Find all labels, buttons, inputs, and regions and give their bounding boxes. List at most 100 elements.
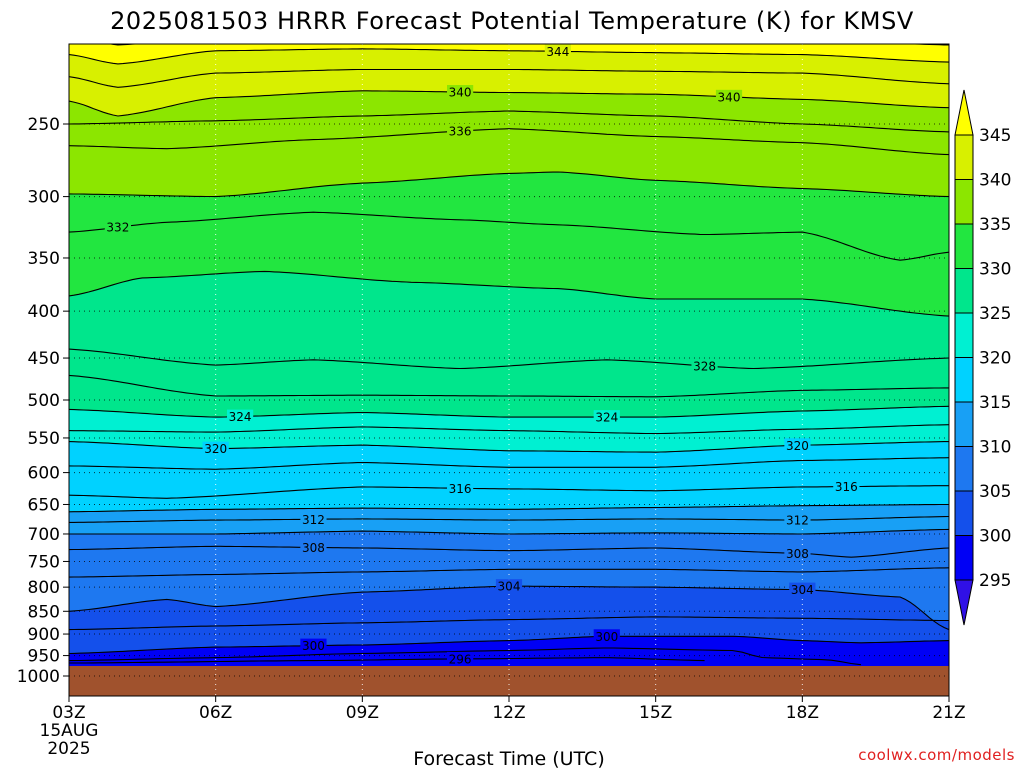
- isentrope-332: [69, 211, 949, 261]
- isentrope-322: [69, 424, 949, 435]
- y-tick-label-350: 350: [28, 249, 60, 269]
- contour-label-bg-296: [447, 651, 474, 665]
- x-tick-label-15Z: 15Z: [639, 703, 672, 723]
- colorbar-label-320: 320: [979, 349, 1011, 369]
- y-tick-label-950: 950: [28, 647, 60, 667]
- y-tick-label-800: 800: [28, 578, 60, 598]
- y-tick-label-650: 650: [28, 495, 60, 515]
- isentrope-338: [69, 110, 949, 133]
- y-tick-label-700: 700: [28, 525, 60, 545]
- contour-label-344: 344: [546, 45, 569, 59]
- contour-label-bg-304: [495, 579, 523, 593]
- contour-label-316: 316: [449, 482, 472, 496]
- contour-label-300: 300: [302, 639, 325, 653]
- contour-label-bg-308: [784, 546, 811, 560]
- contour-label-332: 332: [106, 221, 129, 235]
- colorbar-label-325: 325: [979, 304, 1011, 324]
- isentrope-328: [69, 348, 949, 370]
- colorbar-label-310: 310: [979, 438, 1011, 458]
- fill-pocket-theta-296: [69, 657, 705, 666]
- contour-label-308: 308: [786, 547, 809, 561]
- colorbar-label-300: 300: [979, 527, 1011, 547]
- contour-label-bg-308: [300, 540, 327, 554]
- time-axis: 03Z 06Z 09Z 12Z 15Z 18Z 21Z: [52, 696, 966, 723]
- isentrope-334: [69, 171, 949, 198]
- colorbar-segment-325: [954, 268, 974, 314]
- x-tick-label-21Z: 21Z: [932, 703, 965, 723]
- y-tick-label-500: 500: [28, 391, 60, 411]
- x-tick-label-06Z: 06Z: [199, 703, 232, 723]
- contour-label-296: 296: [449, 652, 472, 666]
- y-tick-label-850: 850: [28, 602, 60, 622]
- contour-label-340: 340: [449, 86, 472, 100]
- y-tick-label-450: 450: [28, 349, 60, 369]
- isentrope-310: [69, 528, 949, 535]
- colorbar-segment-315: [954, 357, 974, 403]
- y-tick-label-400: 400: [28, 302, 60, 322]
- x-axis-label: Forecast Time (UTC): [413, 748, 604, 768]
- y-tick-label-300: 300: [28, 188, 60, 208]
- isentrope-326: [69, 374, 949, 398]
- site-credit: coolwx.com/models: [858, 746, 1015, 764]
- contour-label-316: 316: [835, 480, 858, 494]
- contour-label-bg-320: [784, 438, 811, 452]
- colorbar-segment-340: [954, 134, 974, 180]
- colorbar-label-295: 295: [979, 571, 1011, 591]
- contour-label-bg-304: [789, 582, 816, 596]
- contour-label-312: 312: [302, 513, 325, 527]
- chart-title: 2025081503 HRRR Forecast Potential Tempe…: [110, 7, 914, 35]
- colorbar-label-330: 330: [979, 260, 1011, 280]
- contour-label-bg-340: [447, 85, 474, 99]
- contour-label-324: 324: [595, 411, 618, 425]
- isentrope-302: [69, 616, 949, 631]
- isentrope-324: [69, 405, 949, 418]
- isentrope-344: [69, 48, 949, 65]
- x-tick-label-12Z: 12Z: [492, 703, 525, 723]
- contour-label-bg-336: [447, 123, 474, 137]
- contour-label-312: 312: [786, 514, 809, 528]
- isentrope-316: [69, 485, 949, 499]
- isentrope-labels: 296 300 300 304 304 308 308 312 312 316 316 320 320 3…: [104, 44, 860, 666]
- colorbar-label-305: 305: [979, 482, 1011, 502]
- contour-label-bg-300: [300, 638, 327, 652]
- contour-label-bg-320: [202, 441, 229, 455]
- contour-label-320: 320: [786, 439, 809, 453]
- isentrope-330: [69, 270, 949, 317]
- contour-label-bg-328: [691, 358, 718, 372]
- isentrope-lines: [69, 44, 949, 666]
- contour-label-bg-344: [544, 44, 571, 58]
- isentrope-340: [69, 90, 949, 117]
- isentrope-296: [69, 657, 705, 664]
- colorbar-label-345: 345: [979, 126, 1011, 146]
- contour-label-336: 336: [449, 124, 472, 138]
- contour-label-bg-324: [593, 410, 620, 424]
- colorbar-top-triangle: [954, 89, 974, 136]
- colorbar-segment-295: [954, 535, 974, 581]
- colorbar-segment-300: [954, 490, 974, 536]
- contour-label-bg-332: [104, 220, 131, 234]
- contour-label-304: 304: [498, 580, 521, 594]
- y-tick-label-250: 250: [28, 115, 60, 135]
- colorbar-segment-330: [954, 223, 974, 269]
- colorbar-label-340: 340: [979, 171, 1011, 191]
- y-tick-label-1000: 1000: [17, 667, 60, 687]
- contour-label-bg-316: [447, 481, 474, 495]
- contour-label-328: 328: [693, 359, 716, 373]
- ground-below-surface: [69, 666, 949, 696]
- x-tick-label-18Z: 18Z: [786, 703, 819, 723]
- contour-label-308: 308: [302, 541, 325, 555]
- isentrope-300: [69, 635, 949, 655]
- isentrope-342: [69, 68, 949, 88]
- contour-label-bg-300: [593, 629, 620, 643]
- colorbar-legend: 345 340 335 330 325 320 315 310 305 300 295: [954, 89, 1011, 626]
- x-tick-label-03Z: 03Z: [52, 703, 85, 723]
- isentrope-298: [69, 647, 862, 666]
- colorbar-label-315: 315: [979, 393, 1011, 413]
- isentrope-336: [69, 128, 949, 156]
- isentrope-314: [69, 503, 949, 513]
- contour-label-304: 304: [791, 583, 814, 597]
- contour-label-bg-312: [300, 512, 327, 526]
- y-tick-label-750: 750: [28, 552, 60, 572]
